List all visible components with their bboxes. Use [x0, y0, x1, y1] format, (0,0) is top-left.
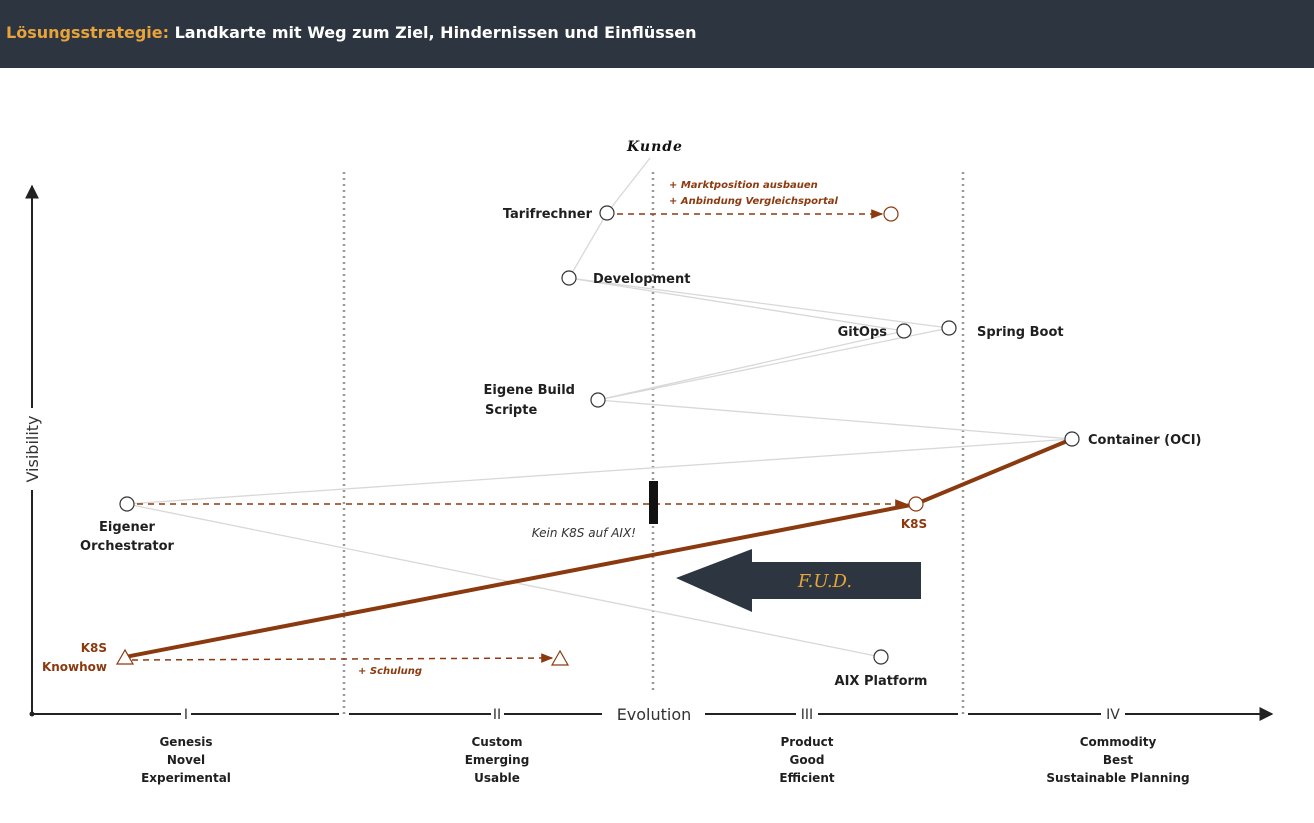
label-k8s: K8S [901, 517, 927, 531]
stage-3-line1: Product [781, 735, 834, 749]
label-knowhow-line2: Knowhow [42, 660, 107, 674]
node-tarifrechner-future[interactable] [883, 206, 899, 222]
label-knowhow-line1: K8S [81, 641, 107, 655]
anchor-kunde: Kunde [626, 139, 683, 155]
fud-arrow [676, 549, 921, 612]
node-aix-platform[interactable] [873, 649, 889, 665]
node-container[interactable] [1064, 431, 1080, 447]
title-accent: Lösungsstrategie: [6, 23, 170, 42]
node-k8s-knowhow-future[interactable] [550, 649, 570, 666]
label-container: Container (OCI) [1088, 433, 1202, 448]
x-axis-label: Evolution [617, 705, 692, 724]
label-development: Development [593, 272, 690, 287]
stage-4-line3: Sustainable Planning [1046, 771, 1189, 785]
annotation-marktposition: + Marktposition ausbauen [669, 180, 818, 191]
evolution-arrow-knowhow [131, 653, 554, 663]
node-tarifrechner[interactable] [599, 205, 615, 221]
label-gitops: GitOps [838, 325, 888, 340]
stage-numeral-3: III [801, 707, 813, 723]
fud-label: F.U.D. [797, 571, 852, 592]
stage-3-line2: Good [790, 753, 825, 767]
page-header: Lösungsstrategie: Landkarte mit Weg zum … [0, 0, 1314, 68]
inertia-bar [649, 481, 658, 524]
stage-numeral-2: II [493, 707, 501, 723]
node-development[interactable] [561, 270, 577, 286]
label-build-line2: Scripte [485, 403, 537, 418]
annotation-vergleichsportal: + Anbindung Vergleichsportal [669, 196, 838, 207]
page-title: Lösungsstrategie: Landkarte mit Weg zum … [6, 23, 697, 42]
node-spring-boot[interactable] [941, 320, 957, 336]
stage-numeral-4: IV [1106, 707, 1120, 723]
link-orchestrator-aix [126, 503, 882, 658]
stage-4-line1: Commodity [1080, 735, 1157, 749]
link-build-container [597, 399, 1073, 440]
link-springboot-build [597, 327, 950, 401]
node-k8s-knowhow[interactable] [115, 648, 135, 665]
label-build-line1: Eigene Build [484, 383, 575, 398]
link-kunde-tarifrechner [606, 157, 651, 214]
label-aix-platform: AIX Platform [835, 674, 928, 689]
annotation-schulung: + Schulung [358, 666, 422, 677]
stage-4-line2: Best [1103, 753, 1133, 767]
label-orchestrator-line2: Orchestrator [80, 539, 175, 554]
link-container-orchestrator [126, 438, 1073, 505]
label-spring-boot: Spring Boot [977, 325, 1064, 340]
node-gitops[interactable] [896, 323, 912, 339]
stage-1-line2: Novel [167, 753, 205, 767]
node-eigener-orchestrator[interactable] [119, 496, 135, 512]
stage-1-line1: Genesis [159, 735, 212, 749]
y-axis-label-gap [22, 408, 42, 490]
stage-numeral-1: I [184, 707, 188, 723]
y-axis-label: Visibility [23, 415, 42, 482]
link-tarifrechner-development [568, 212, 608, 279]
dependency-links [126, 157, 1073, 658]
label-tarifrechner: Tarifrechner [503, 207, 593, 222]
stage-2-line1: Custom [472, 735, 523, 749]
stage-2-line3: Usable [474, 771, 520, 785]
annotation-kein-k8s: Kein K8S auf AIX! [532, 526, 636, 540]
link-development-springboot [568, 277, 950, 329]
node-k8s[interactable] [908, 496, 924, 512]
title-text: Landkarte mit Weg zum Ziel, Hindernissen… [174, 23, 697, 42]
stage-3-line3: Efficient [779, 771, 834, 785]
label-orchestrator-line1: Eigener [99, 520, 156, 535]
link-gitops-build [597, 330, 905, 401]
wardley-map: F.U.D. Kunde Tarifrechner Development Gi… [22, 139, 1274, 785]
link-development-gitops [568, 277, 905, 332]
node-eigene-build-scripte[interactable] [590, 392, 606, 408]
stage-1-line3: Experimental [141, 771, 231, 785]
stage-2-line2: Emerging [465, 753, 530, 767]
